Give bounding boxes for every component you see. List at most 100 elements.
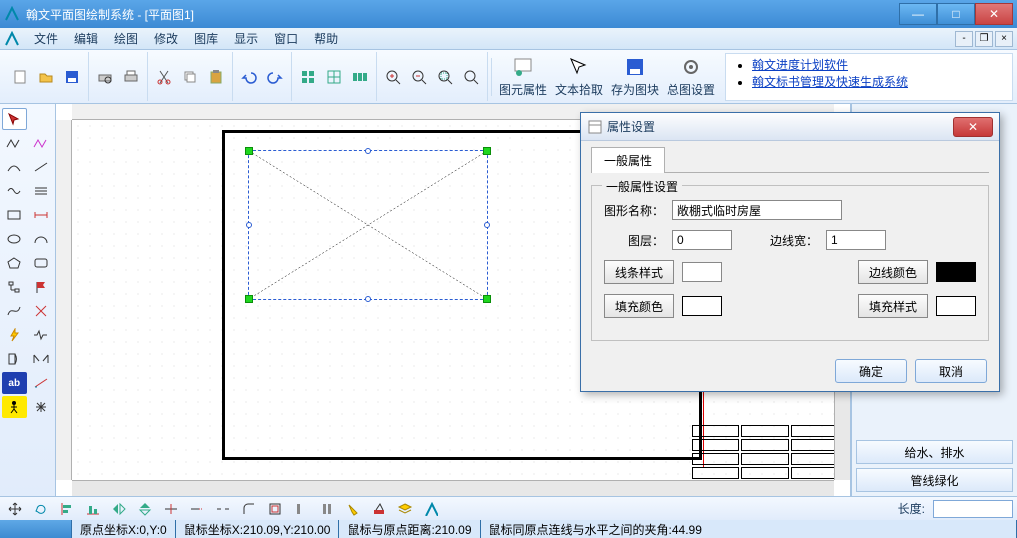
bezier-tool[interactable] (2, 300, 27, 322)
category-pipeline[interactable]: 管线绿化 (856, 468, 1013, 492)
minimize-button[interactable]: — (899, 3, 937, 25)
handle-r[interactable] (484, 222, 490, 228)
text-tool[interactable]: ab (2, 372, 27, 394)
zoom-in-icon[interactable] (381, 65, 405, 89)
align-b-icon[interactable] (82, 499, 104, 519)
mdi-minimize[interactable]: - (955, 31, 973, 47)
menu-edit[interactable]: 编辑 (66, 28, 106, 49)
menu-modify[interactable]: 修改 (146, 28, 186, 49)
tab-general[interactable]: 一般属性 (591, 147, 665, 173)
fill-color-button[interactable]: 填充颜色 (604, 294, 674, 318)
copy-icon[interactable] (178, 65, 202, 89)
align-l-icon[interactable] (56, 499, 78, 519)
save-block-button[interactable]: 存为图块 (607, 53, 663, 101)
fill-style-swatch[interactable] (936, 296, 976, 316)
arc-tool[interactable] (2, 156, 27, 178)
person-tool[interactable] (2, 396, 27, 418)
fill-style-button[interactable]: 填充样式 (858, 294, 928, 318)
symbol-tool[interactable] (29, 396, 54, 418)
multiline-tool[interactable] (29, 180, 54, 202)
ellipse-tool[interactable] (2, 228, 27, 250)
line-tool[interactable] (29, 156, 54, 178)
print-icon[interactable] (119, 65, 143, 89)
menu-file[interactable]: 文件 (26, 28, 66, 49)
gate-tool[interactable] (29, 348, 54, 370)
extend-icon[interactable] (186, 499, 208, 519)
cut-icon[interactable] (152, 65, 176, 89)
pan-icon[interactable] (4, 499, 26, 519)
length-input[interactable] (933, 500, 1013, 518)
new-icon[interactable] (8, 65, 32, 89)
fillet-icon[interactable] (238, 499, 260, 519)
zigzag-tool[interactable] (29, 132, 54, 154)
mirror-h-icon[interactable] (108, 499, 130, 519)
print-preview-icon[interactable] (93, 65, 117, 89)
mdi-restore[interactable]: ❐ (975, 31, 993, 47)
halfcircle-tool[interactable] (29, 228, 54, 250)
column1-icon[interactable] (290, 499, 312, 519)
flag-tool[interactable] (29, 276, 54, 298)
break-icon[interactable] (212, 499, 234, 519)
handle-bl[interactable] (245, 295, 253, 303)
dimension-tool[interactable] (29, 204, 54, 226)
handle-b[interactable] (365, 296, 371, 302)
fill-color-swatch[interactable] (682, 296, 722, 316)
grid3-icon[interactable] (348, 65, 372, 89)
layer-input[interactable] (672, 230, 732, 250)
category-water[interactable]: 给水、排水 (856, 440, 1013, 464)
handle-tr[interactable] (483, 147, 491, 155)
polyline-tool[interactable] (2, 132, 27, 154)
wave-tool[interactable] (2, 180, 27, 202)
menu-window[interactable]: 窗口 (266, 28, 306, 49)
cancel-button[interactable]: 取消 (915, 359, 987, 383)
line-style-button[interactable]: 线条样式 (604, 260, 674, 284)
pulse-tool[interactable] (29, 324, 54, 346)
color-icon[interactable] (368, 499, 390, 519)
tree-tool[interactable] (2, 276, 27, 298)
menu-help[interactable]: 帮助 (306, 28, 346, 49)
polygon-tool[interactable] (2, 252, 27, 274)
trim-icon[interactable] (160, 499, 182, 519)
mdi-close[interactable]: × (995, 31, 1013, 47)
selected-shape[interactable] (248, 150, 488, 300)
link-1[interactable]: 翰文进度计划软件 (752, 58, 848, 72)
dialog-titlebar[interactable]: 属性设置 ✕ (581, 113, 999, 141)
line-style-swatch[interactable] (682, 262, 722, 282)
door-tool[interactable] (2, 348, 27, 370)
menu-draw[interactable]: 绘图 (106, 28, 146, 49)
select-tool[interactable] (2, 108, 27, 130)
name-input[interactable] (672, 200, 842, 220)
maximize-button[interactable]: □ (937, 3, 975, 25)
scrollbar-h[interactable] (72, 480, 834, 496)
handle-l[interactable] (246, 222, 252, 228)
undo-icon[interactable] (237, 65, 261, 89)
dialog-close-button[interactable]: ✕ (953, 117, 993, 137)
cross-tool[interactable] (29, 300, 54, 322)
menu-display[interactable]: 显示 (226, 28, 266, 49)
handle-tl[interactable] (245, 147, 253, 155)
grid1-icon[interactable] (296, 65, 320, 89)
element-props-button[interactable]: 图元属性 (495, 53, 551, 101)
mirror-v-icon[interactable] (134, 499, 156, 519)
open-icon[interactable] (34, 65, 58, 89)
border-color-button[interactable]: 边线颜色 (858, 260, 928, 284)
text-pick-button[interactable]: 文本拾取 (551, 53, 607, 101)
zoom-fit-icon[interactable] (459, 65, 483, 89)
layer-icon[interactable] (394, 499, 416, 519)
border-color-swatch[interactable] (936, 262, 976, 282)
border-width-input[interactable] (826, 230, 886, 250)
paint-icon[interactable] (342, 499, 364, 519)
rotate-icon[interactable] (30, 499, 52, 519)
ok-button[interactable]: 确定 (835, 359, 907, 383)
offset-icon[interactable] (264, 499, 286, 519)
zoom-out-icon[interactable] (407, 65, 431, 89)
menu-library[interactable]: 图库 (186, 28, 226, 49)
redo-icon[interactable] (263, 65, 287, 89)
link-2[interactable]: 翰文标书管理及快速生成系统 (752, 75, 908, 89)
overview-button[interactable]: 总图设置 (663, 53, 719, 101)
paste-icon[interactable] (204, 65, 228, 89)
close-button[interactable]: ✕ (975, 3, 1013, 25)
handle-br[interactable] (483, 295, 491, 303)
zoom-region-icon[interactable] (433, 65, 457, 89)
lightning-tool[interactable] (2, 324, 27, 346)
